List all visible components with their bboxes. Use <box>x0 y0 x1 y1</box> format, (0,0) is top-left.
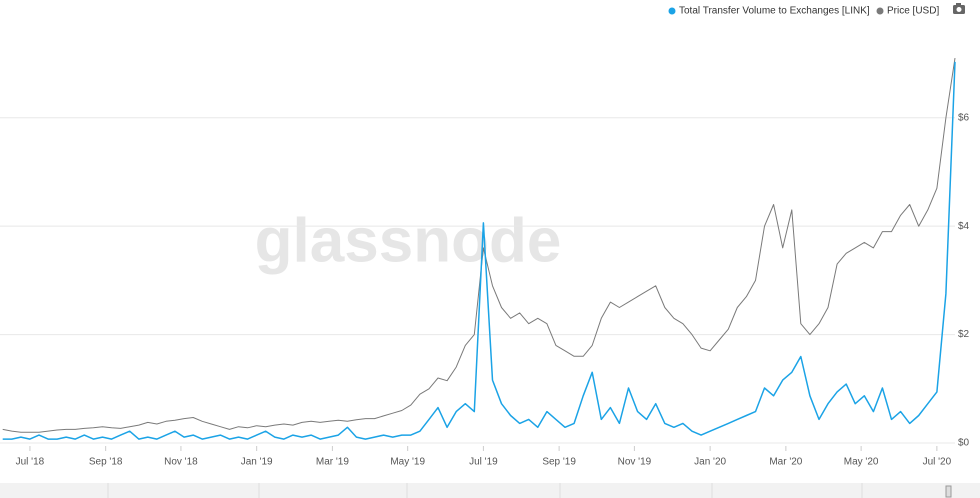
x-tick-label: Jan '20 <box>694 457 726 468</box>
x-tick-label: May '20 <box>844 457 879 468</box>
legend-marker <box>668 7 676 15</box>
x-tick-label: Sep '18 <box>89 457 123 468</box>
camera-icon[interactable] <box>953 3 965 14</box>
x-tick-label: Sep '19 <box>542 457 576 468</box>
x-tick-label: May '19 <box>390 457 425 468</box>
x-tick-label: Nov '18 <box>164 457 198 468</box>
legend-marker <box>876 7 884 15</box>
x-tick-label: Mar '19 <box>316 457 349 468</box>
y2-tick-label: $0 <box>958 438 970 449</box>
watermark: glassnode <box>255 206 562 275</box>
legend-label: Price [USD] <box>887 6 939 17</box>
x-tick-label: Jan '19 <box>241 457 273 468</box>
x-tick-label: Mar '20 <box>769 457 802 468</box>
y2-tick-label: $6 <box>958 112 970 123</box>
navigator[interactable] <box>0 483 980 498</box>
series-line <box>2 58 956 433</box>
y2-tick-label: $4 <box>958 221 970 232</box>
series-line <box>2 61 956 440</box>
legend-label: Total Transfer Volume to Exchanges [LINK… <box>679 6 870 17</box>
y2-tick-label: $2 <box>958 329 970 340</box>
x-tick-label: Jul '18 <box>16 457 45 468</box>
x-tick-label: Nov '19 <box>618 457 652 468</box>
x-tick-label: Jul '19 <box>469 457 498 468</box>
x-tick-label: Jul '20 <box>923 457 952 468</box>
